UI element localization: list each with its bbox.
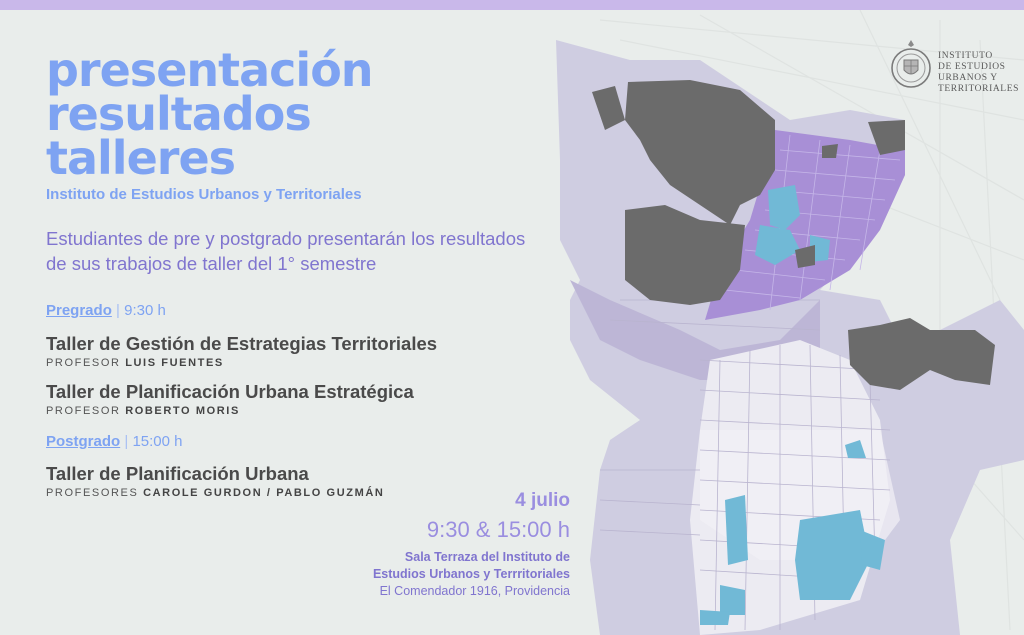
pregrado-heading: Pregrado | 9:30 h	[46, 302, 166, 319]
title-line-3: talleres	[46, 131, 236, 185]
institute-logo-text: INSTITUTO DE ESTUDIOS URBANOS Y TERRITOR…	[938, 51, 1019, 95]
postgrado-heading: Postgrado | 15:00 h	[46, 433, 182, 450]
professor-name: ROBERTO MORIS	[125, 405, 240, 417]
pregrado-time: 9:30 h	[124, 302, 166, 319]
lead-text: Estudiantes de pre y postgrado presentar…	[46, 228, 526, 274]
postgrado-time: 15:00 h	[132, 433, 183, 450]
main-title: presentación resultados talleres	[46, 43, 374, 185]
professor-prefix: PROFESORES	[46, 487, 139, 499]
event-address: El Comendador 1916, Providencia	[379, 584, 570, 598]
course-professor: PROFESOR ROBERTO MORIS	[46, 405, 240, 417]
event-venue: Sala Terraza del Instituto de Estudios U…	[330, 549, 570, 583]
top-accent-bar	[0, 0, 1024, 10]
postgrado-label: Postgrado	[46, 433, 121, 450]
city-map-illustration	[556, 10, 1024, 635]
professor-name: CAROLE GURDON / PABLO GUZMÁN	[143, 487, 385, 499]
event-date: 4 julio	[515, 490, 570, 511]
title-line-2: resultados	[46, 87, 312, 141]
course-title: Taller de Planificación Urbana Estratégi…	[46, 381, 414, 402]
professor-name: LUIS FUENTES	[125, 357, 224, 369]
subtitle: Instituto de Estudios Urbanos y Territor…	[46, 186, 362, 203]
venue-line-1: Sala Terraza del Instituto de	[404, 550, 570, 564]
logo-text-line: TERRITORIALES	[938, 84, 1019, 94]
logo-text-line: INSTITUTO	[938, 51, 993, 61]
event-times: 9:30 & 15:00 h	[426, 517, 570, 542]
course-title: Taller de Gestión de Estrategias Territo…	[46, 333, 438, 354]
course-professor: PROFESOR LUIS FUENTES	[46, 357, 224, 369]
professor-prefix: PROFESOR	[46, 357, 121, 369]
venue-line-2: Estudios Urbanos y Terrritoriales	[372, 567, 570, 581]
postgrado-separator: |	[124, 433, 129, 450]
logo-text-line: DE ESTUDIOS	[938, 62, 1006, 72]
pregrado-separator: |	[116, 302, 120, 319]
course-professor: PROFESORES CAROLE GURDON / PABLO GUZMÁN	[46, 487, 384, 499]
logo-text-line: URBANOS Y	[938, 73, 998, 83]
university-seal-logo	[891, 40, 931, 88]
pregrado-label: Pregrado	[46, 302, 112, 319]
professor-prefix: PROFESOR	[46, 405, 121, 417]
course-title: Taller de Planificación Urbana	[46, 463, 309, 484]
title-line-1: presentación	[46, 43, 374, 97]
